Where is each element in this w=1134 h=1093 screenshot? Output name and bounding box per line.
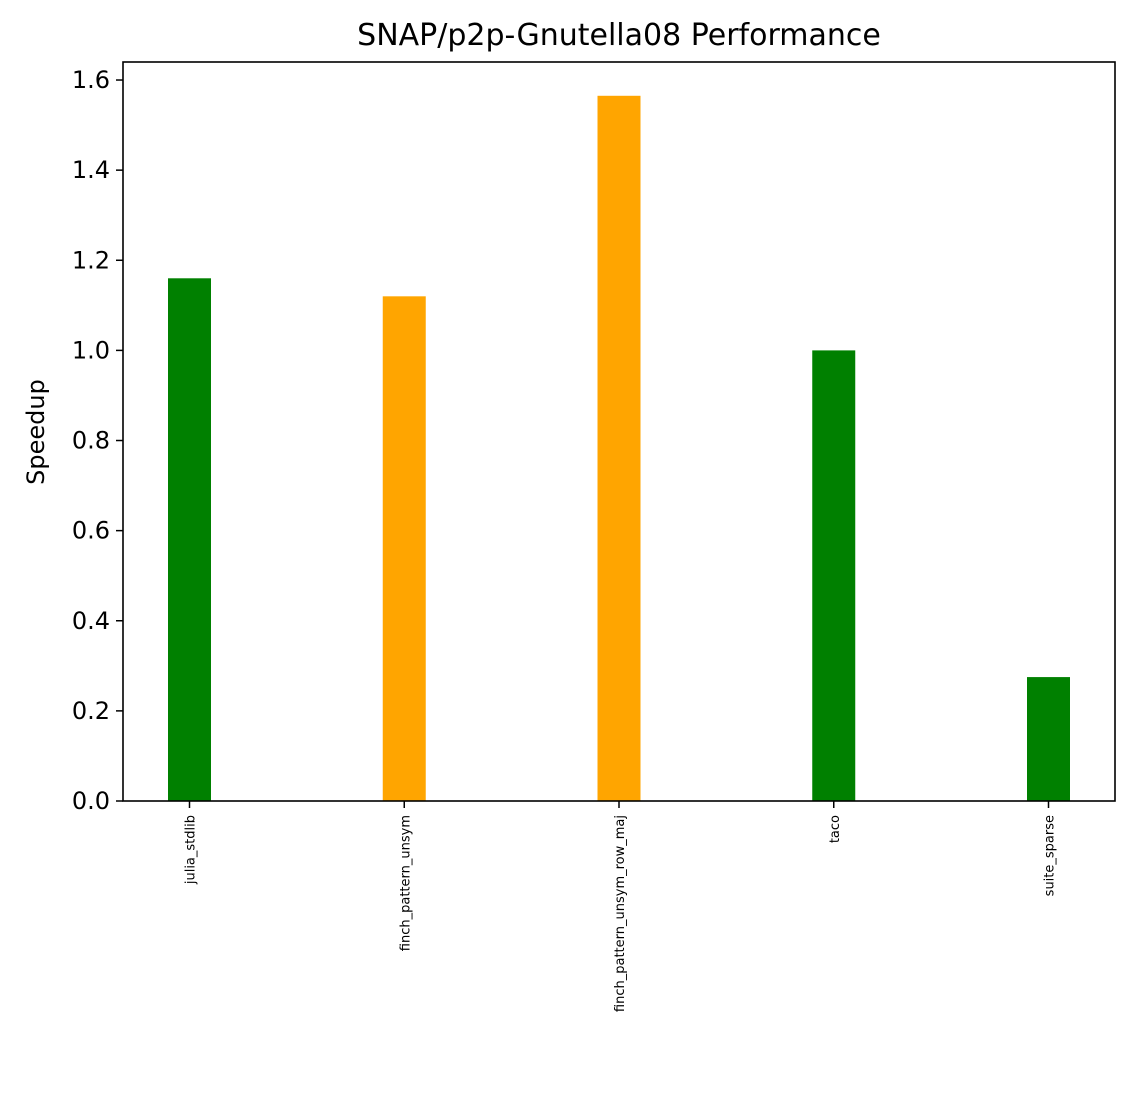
y-axis-label: Speedup	[22, 379, 50, 485]
y-tick-label: 0.8	[72, 427, 110, 455]
bar-taco	[812, 350, 856, 801]
y-tick-label: 1.4	[72, 156, 110, 184]
chart-title: SNAP/p2p-Gnutella08 Performance	[357, 18, 881, 53]
x-tick-label: taco	[828, 815, 843, 843]
y-tick-label: 1.6	[72, 66, 110, 94]
y-tick-label: 0.6	[72, 517, 110, 545]
y-tick-label: 1.2	[72, 246, 110, 274]
bar-julia-stdlib	[168, 278, 211, 801]
y-tick-label: 0.2	[72, 697, 110, 725]
bars-group	[168, 95, 1070, 802]
x-axis: julia_stdlib finch_pattern_unsym finch_pat…	[184, 801, 1058, 1012]
bar-finch-pattern-unsym	[382, 296, 426, 801]
x-tick-label: finch_pattern_unsym_row_maj	[613, 815, 628, 1012]
x-tick-label: julia_stdlib	[184, 815, 199, 885]
y-axis: 0.0 0.2 0.4 0.6 0.8 1.0 1.2 1.4 1.6	[72, 66, 123, 815]
bar-suite-sparse	[1027, 677, 1070, 801]
y-tick-label: 0.4	[72, 607, 110, 635]
bar-finch-pattern-unsym-row-maj	[597, 95, 641, 802]
y-tick-label: 1.0	[72, 336, 110, 364]
plot-frame	[122, 61, 1116, 802]
x-tick-label: finch_pattern_unsym	[398, 815, 413, 951]
x-tick-label: suite_sparse	[1043, 815, 1058, 896]
y-tick-label: 0.0	[72, 787, 110, 815]
